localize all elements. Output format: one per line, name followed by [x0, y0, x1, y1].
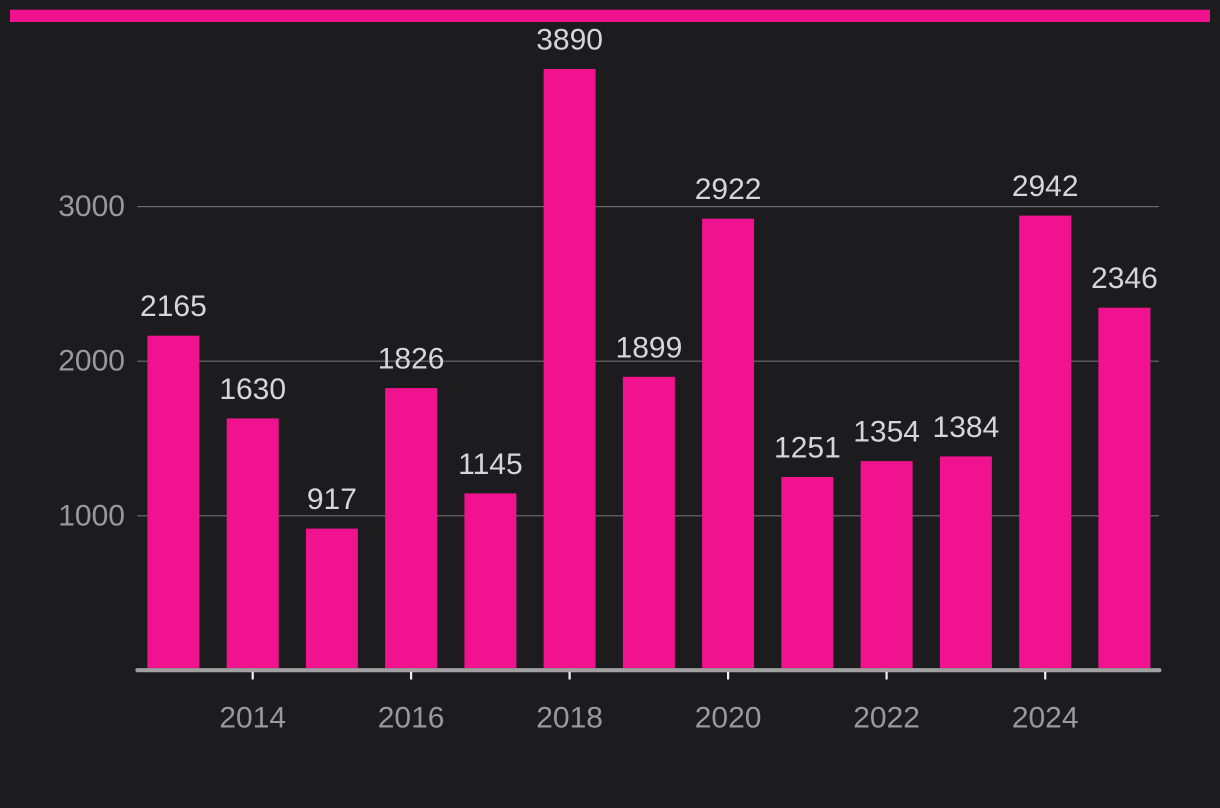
svg-text:2922: 2922 [695, 173, 762, 206]
svg-text:2165: 2165 [140, 290, 207, 323]
svg-text:917: 917 [307, 483, 357, 516]
svg-text:1000: 1000 [58, 499, 125, 532]
svg-text:1826: 1826 [378, 343, 445, 376]
svg-text:2024: 2024 [1012, 701, 1079, 734]
svg-text:3000: 3000 [58, 190, 125, 223]
svg-text:1354: 1354 [853, 416, 920, 449]
svg-text:2016: 2016 [378, 701, 445, 734]
svg-text:2014: 2014 [219, 701, 286, 734]
svg-text:2022: 2022 [853, 701, 920, 734]
svg-text:1630: 1630 [219, 373, 286, 406]
svg-text:1384: 1384 [933, 411, 1000, 444]
svg-text:2942: 2942 [1012, 170, 1079, 203]
svg-text:2000: 2000 [58, 345, 125, 378]
svg-text:2020: 2020 [695, 701, 762, 734]
svg-text:1899: 1899 [616, 331, 683, 364]
svg-text:3890: 3890 [536, 24, 603, 57]
svg-text:2346: 2346 [1091, 262, 1158, 295]
svg-text:1251: 1251 [774, 432, 841, 465]
svg-text:1145: 1145 [458, 448, 523, 481]
svg-text:2018: 2018 [536, 701, 603, 734]
